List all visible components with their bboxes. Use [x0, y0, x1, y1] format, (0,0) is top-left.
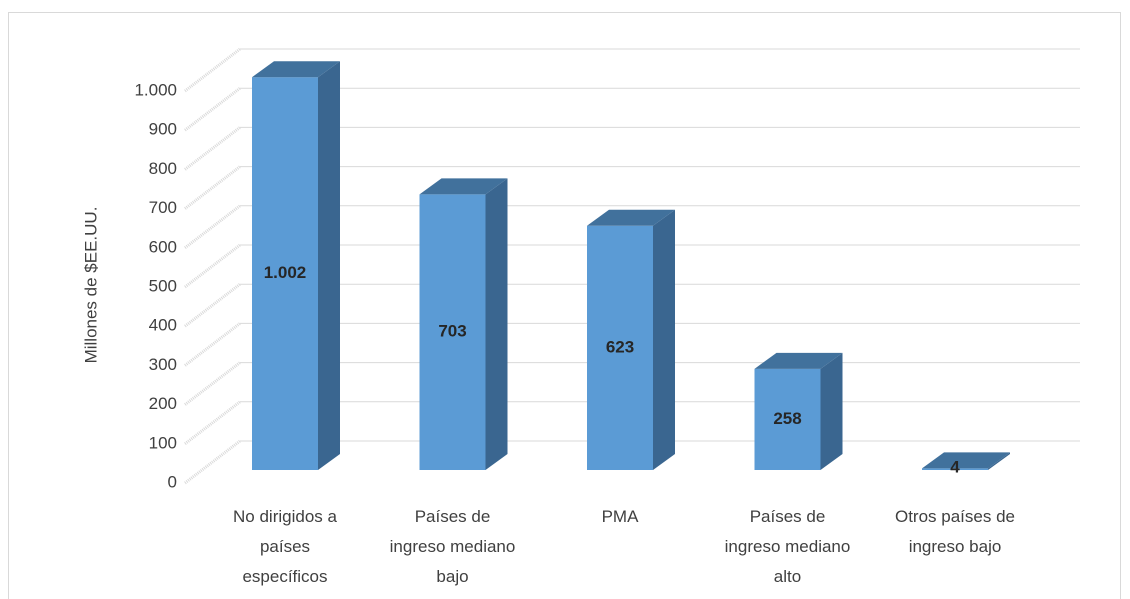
y-tick-label: 0 [168, 472, 177, 491]
bar [252, 77, 318, 470]
x-tick-label: Otros países de ingreso bajo [894, 507, 1015, 556]
y-axis-title: Millones de $EE.UU. [81, 207, 100, 364]
data-label: 4 [950, 457, 960, 476]
grid-side [184, 400, 241, 445]
bar-top [587, 209, 675, 226]
grid-side [184, 204, 241, 249]
grid-side [184, 283, 241, 328]
data-label: 623 [606, 337, 634, 356]
x-tick-label: No dirigidos a países específicos [233, 507, 337, 586]
data-label: 703 [438, 322, 466, 341]
y-tick-label: 1.000 [134, 80, 177, 99]
bar [922, 468, 988, 470]
y-tick-label: 200 [149, 394, 177, 413]
y-tick-label: 500 [149, 276, 177, 295]
x-tick-label: PMA [601, 507, 639, 526]
bar-side [820, 352, 843, 470]
y-tick-label: 300 [149, 355, 177, 374]
bar-side [318, 61, 340, 470]
data-label: 1.002 [264, 263, 307, 282]
bar-top [252, 61, 340, 78]
grid-side [184, 87, 241, 132]
bar-side [653, 209, 675, 470]
grid-side [184, 126, 241, 171]
grid-side [184, 322, 241, 367]
bar-top [419, 178, 508, 195]
chart-border [8, 12, 1121, 599]
y-tick-label: 800 [149, 159, 177, 178]
bar [419, 194, 486, 470]
y-tick-label: 900 [149, 120, 177, 139]
grid-side [184, 165, 241, 210]
y-tick-label: 700 [149, 198, 177, 217]
grid-side [184, 361, 241, 406]
y-tick-label: 600 [149, 237, 177, 256]
y-tick-label: 400 [149, 316, 177, 335]
grid-side [184, 47, 241, 93]
bar-side [988, 452, 1010, 470]
bar-top [922, 452, 1010, 469]
grid-side [184, 439, 241, 485]
data-label: 258 [773, 409, 801, 428]
bar-top [754, 352, 843, 369]
bar [587, 225, 653, 470]
y-tick-label: 100 [149, 433, 177, 452]
grid-side [184, 243, 241, 289]
x-tick-label: Países de ingreso mediano alto [724, 507, 851, 586]
x-tick-label: Países de ingreso mediano bajo [389, 507, 516, 586]
bar-side [485, 178, 508, 470]
bar [754, 368, 821, 470]
